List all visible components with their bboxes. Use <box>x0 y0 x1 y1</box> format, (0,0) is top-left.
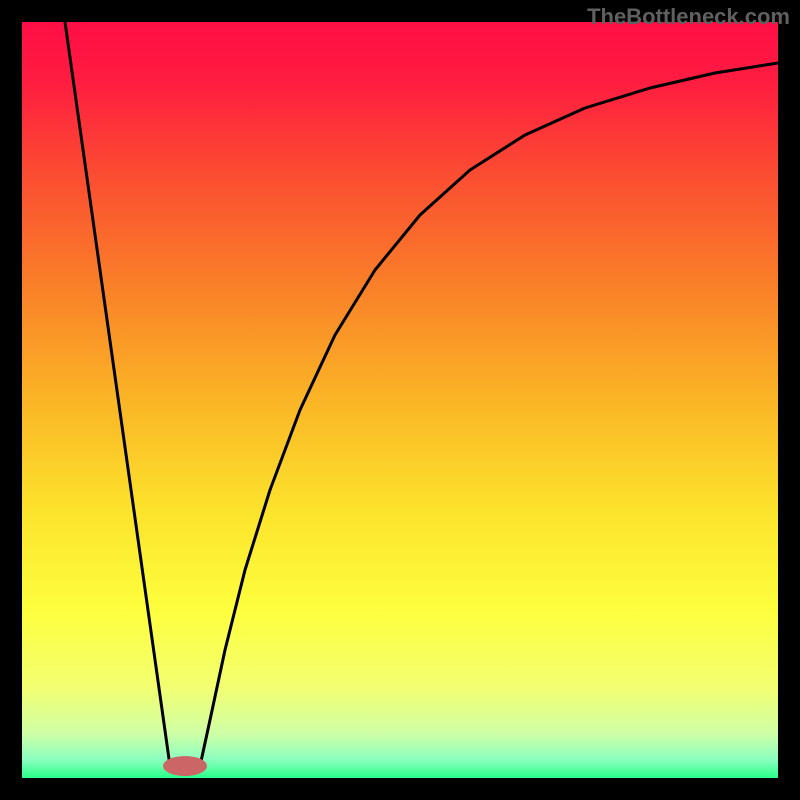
watermark-text: TheBottleneck.com <box>587 4 790 30</box>
bottleneck-chart: TheBottleneck.com <box>0 0 800 800</box>
bottleneck-marker <box>163 756 207 776</box>
gradient-background <box>22 22 778 778</box>
chart-svg <box>0 0 800 800</box>
